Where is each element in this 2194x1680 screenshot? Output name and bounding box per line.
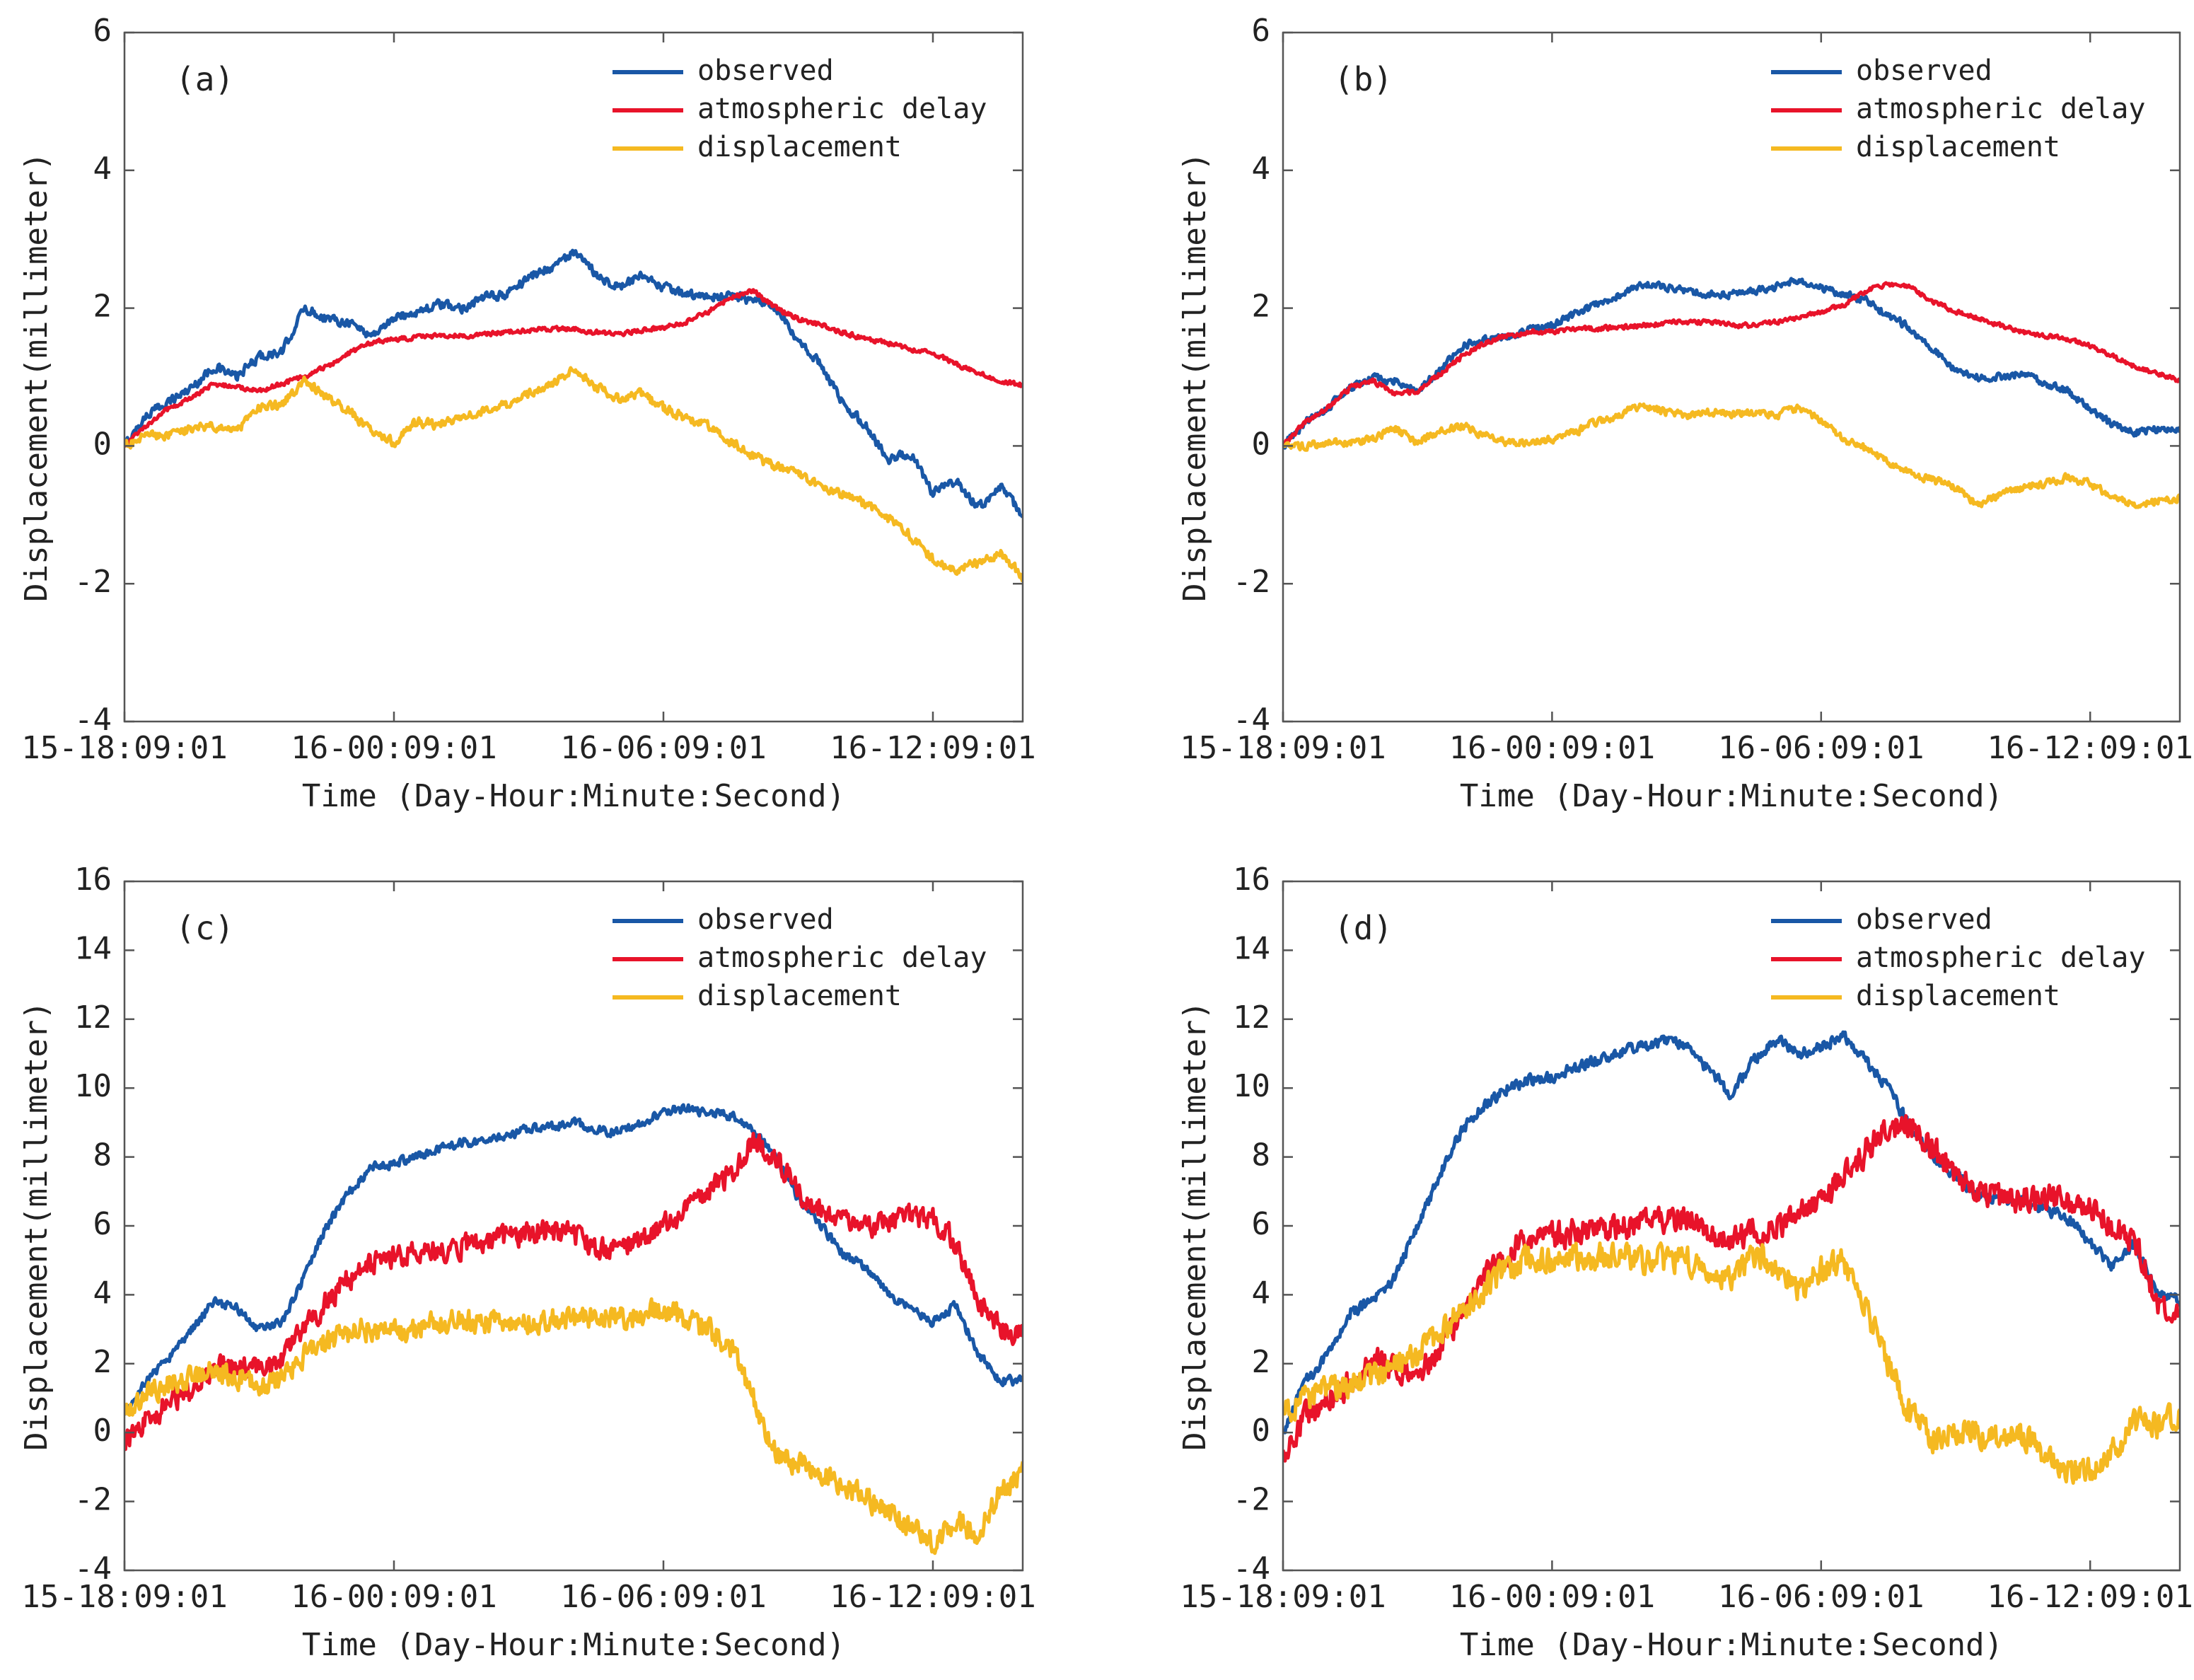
y-tick-label: 2 [1252, 289, 1271, 325]
axes-frame [1282, 31, 2181, 723]
y-tick-label: 0 [1252, 426, 1271, 462]
y-tick-label: 12 [74, 1000, 112, 1036]
x-axis-label: Time (Day-Hour:Minute:Second) [1460, 1627, 2003, 1663]
y-tick-label: 0 [93, 1413, 112, 1449]
y-tick-label: -4 [74, 702, 112, 738]
x-tick-label: 16-06:09:01 [1718, 730, 1924, 766]
series-line-atmospheric-delay [1283, 1114, 2180, 1463]
legend-label: displacement [697, 980, 902, 1012]
x-axis-label: Time (Day-Hour:Minute:Second) [302, 1627, 845, 1663]
legend-label: observed [697, 903, 834, 936]
x-tick-label: 15-18:09:01 [1180, 730, 1386, 766]
legend-label: atmospheric delay [1856, 93, 2145, 125]
panel-label: (a) [175, 60, 234, 98]
y-tick-label: 6 [93, 13, 112, 49]
y-tick-label: 0 [1252, 1413, 1271, 1449]
series-group [124, 1103, 1023, 1556]
y-tick-label: 4 [1252, 151, 1271, 187]
y-axis-label: Displacement(millimeter) [1177, 152, 1213, 602]
y-tick-label: 10 [74, 1068, 112, 1104]
series-line-displacement [124, 1297, 1023, 1556]
x-tick-label: 15-18:09:01 [21, 1579, 227, 1615]
y-tick-label: 2 [1252, 1344, 1271, 1380]
x-tick-label: 16-12:09:01 [1987, 1579, 2193, 1615]
y-tick-label: 2 [93, 1344, 112, 1380]
chart-panel-d: -4 -2 0 2 4 6 8 10 12 14 16 15-18:09:01 16-00:09:01 1… [1177, 862, 2193, 1663]
x-tick-label: 15-18:09:01 [1180, 1579, 1386, 1615]
series-line-atmospheric-delay [124, 1132, 1023, 1452]
x-tick-label: 16-00:09:01 [1449, 1579, 1655, 1615]
chart-panel-c: -4 -2 0 2 4 6 8 10 12 14 16 15-18:09:01 16-00:09:01 1… [18, 862, 1036, 1663]
x-tick-label: 16-06:09:01 [1718, 1579, 1924, 1615]
series-line-displacement [1283, 402, 2180, 509]
x-tick-label: 16-12:09:01 [830, 1579, 1035, 1615]
y-tick-label: 8 [1252, 1137, 1271, 1174]
series-line-displacement [124, 366, 1023, 583]
y-axis-label: Displacement(millimeter) [18, 152, 54, 602]
legend-label: observed [697, 54, 834, 87]
legend-label: observed [1856, 54, 1992, 87]
x-tick-label: 16-00:09:01 [291, 730, 497, 766]
legend-label: displacement [1856, 131, 2060, 163]
y-tick-label: -2 [1233, 1482, 1270, 1518]
series-line-displacement [1283, 1241, 2180, 1485]
y-tick-label: -2 [1233, 564, 1270, 600]
panel-label: (c) [175, 909, 234, 947]
series-group [1283, 277, 2180, 509]
series-line-observed [124, 248, 1023, 519]
y-tick-label: 14 [74, 930, 112, 966]
chart-panel-a: -4 -2 0 2 4 6 15-18:09:01 16-00:09:01 16-06:09:0… [18, 13, 1036, 814]
y-tick-label: -2 [74, 564, 112, 600]
y-axis-label: Displacement(millimeter) [1177, 1001, 1213, 1451]
y-tick-label: 16 [74, 862, 112, 898]
y-tick-label: 8 [93, 1137, 112, 1174]
y-tick-label: -4 [1233, 1551, 1270, 1587]
series-line-observed [1283, 277, 2180, 450]
y-tick-label: 12 [1233, 1000, 1270, 1036]
x-tick-label: 16-12:09:01 [830, 730, 1035, 766]
y-tick-label: -4 [74, 1551, 112, 1587]
y-tick-label: 6 [1252, 13, 1271, 49]
series-line-observed [124, 1103, 1023, 1416]
legend-label: displacement [697, 131, 902, 163]
y-tick-label: 2 [93, 289, 112, 325]
x-axis-label: Time (Day-Hour:Minute:Second) [1460, 778, 2003, 814]
y-tick-label: 6 [93, 1206, 112, 1242]
series-group [1283, 1030, 2180, 1485]
x-tick-label: 16-06:09:01 [560, 730, 766, 766]
x-tick-label: 16-12:09:01 [1987, 730, 2193, 766]
panel-label: (b) [1334, 60, 1393, 98]
y-tick-label: 16 [1233, 862, 1270, 898]
series-line-atmospheric-delay [124, 288, 1023, 448]
x-tick-label: 16-06:09:01 [560, 1579, 766, 1615]
y-tick-label: 4 [93, 1275, 112, 1311]
y-tick-label: 0 [93, 426, 112, 462]
y-tick-label: 6 [1252, 1206, 1271, 1242]
y-tick-label: -4 [1233, 702, 1270, 738]
x-tick-label: 15-18:09:01 [21, 730, 227, 766]
y-tick-label: 4 [93, 151, 112, 187]
panel-label: (d) [1334, 909, 1393, 947]
x-tick-label: 16-00:09:01 [291, 1579, 497, 1615]
axes-frame [123, 31, 1024, 723]
y-tick-label: 4 [1252, 1275, 1271, 1311]
series-group [124, 248, 1023, 583]
legend-label: atmospheric delay [1856, 942, 2145, 974]
legend-label: observed [1856, 903, 1992, 936]
series-line-atmospheric-delay [1283, 281, 2180, 447]
y-tick-label: 14 [1233, 930, 1270, 966]
legend-label: atmospheric delay [697, 942, 987, 974]
y-axis-label: Displacement(millimeter) [18, 1001, 54, 1451]
legend-label: atmospheric delay [697, 93, 987, 125]
chart-panel-b: -4 -2 0 2 4 6 15-18:09:01 16-00:09:01 16-06:09:0… [1177, 13, 2193, 814]
y-tick-label: 10 [1233, 1068, 1270, 1104]
x-tick-label: 16-00:09:01 [1449, 730, 1655, 766]
y-tick-label: -2 [74, 1482, 112, 1518]
legend-label: displacement [1856, 980, 2060, 1012]
x-axis-label: Time (Day-Hour:Minute:Second) [302, 778, 845, 814]
